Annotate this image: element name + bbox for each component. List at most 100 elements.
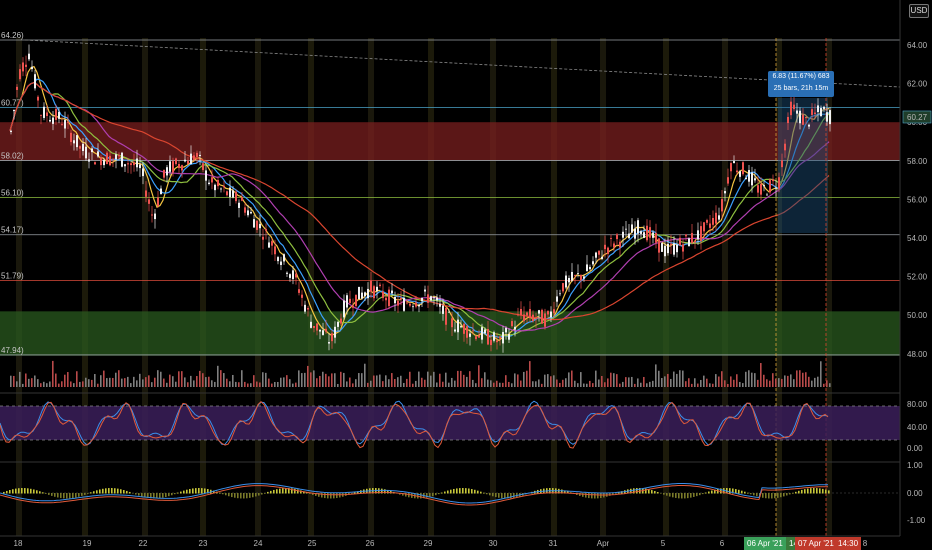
- volume-bar: [43, 381, 45, 387]
- level-label: 64.26): [1, 31, 24, 40]
- volume-bar: [346, 381, 348, 387]
- volume-bar: [322, 371, 324, 387]
- volume-bar: [745, 371, 747, 387]
- macd-hist-bar: [444, 491, 446, 494]
- macd-hist-bar: [174, 493, 176, 495]
- volume-bar: [538, 379, 540, 387]
- trend-line[interactable]: [24, 39, 901, 88]
- currency-badge[interactable]: USD: [909, 4, 929, 18]
- volume-bar: [604, 382, 606, 387]
- time-tick-label: 24: [254, 539, 263, 548]
- candle-body: [37, 96, 39, 101]
- macd-hist-bar: [114, 488, 116, 494]
- volume-bar: [748, 370, 750, 387]
- candle-body: [316, 323, 318, 331]
- candle-body: [373, 286, 375, 299]
- macd-hist-bar: [579, 493, 581, 496]
- candle-body: [448, 311, 450, 313]
- volume-bar: [274, 381, 276, 387]
- macd-hist-bar: [60, 493, 62, 499]
- volume-bar: [148, 375, 150, 387]
- measure-line2: 25 bars, 21h 15m: [773, 85, 829, 92]
- candle-body: [442, 305, 444, 314]
- volume-bar: [700, 379, 702, 387]
- candle-body: [400, 297, 402, 300]
- candle-body: [403, 297, 405, 311]
- macd-hist-bar: [339, 493, 341, 498]
- volume-bar: [52, 360, 54, 387]
- candle-body: [70, 132, 72, 143]
- candle-body: [457, 319, 459, 333]
- macd-hist-bar: [18, 488, 20, 494]
- macd-hist-bar: [660, 493, 662, 494]
- volume-bar: [772, 373, 774, 387]
- candle-body: [460, 326, 462, 328]
- macd-hist-bar: [207, 489, 209, 494]
- macd-hist-bar: [618, 492, 620, 494]
- macd-hist-bar: [486, 493, 488, 495]
- candle-body: [778, 177, 780, 189]
- candle-body: [121, 152, 123, 167]
- candle-body: [133, 162, 135, 166]
- macd-hist-bar: [498, 493, 500, 498]
- candle-body: [28, 53, 30, 60]
- volume-bars: [10, 360, 831, 387]
- macd-hist-bar: [156, 493, 158, 499]
- candle-body: [604, 244, 606, 250]
- volume-bar: [256, 381, 258, 387]
- macd-hist-bar: [666, 493, 668, 496]
- candle-body: [487, 328, 489, 345]
- volume-bar: [268, 378, 270, 387]
- volume-bar: [382, 381, 384, 387]
- candle-body: [13, 110, 15, 112]
- volume-bar: [676, 373, 678, 387]
- volume-bar: [718, 376, 720, 387]
- volume-bar: [118, 370, 120, 387]
- volume-bar: [649, 381, 651, 387]
- macd-hist-bar: [147, 493, 149, 498]
- macd-hist-bar: [6, 490, 8, 494]
- volume-bar: [172, 376, 174, 387]
- rsi-d-line: [0, 401, 829, 449]
- macd-hist-bar: [693, 493, 695, 497]
- volume-bar: [487, 379, 489, 387]
- candle-body: [616, 234, 618, 240]
- candle-body: [619, 241, 621, 248]
- macd-hist-bar: [309, 493, 311, 494]
- candle-body: [280, 261, 282, 265]
- macd-hist-bar: [615, 493, 617, 494]
- volume-bar: [280, 377, 282, 387]
- rsi-tick-label: 40.00: [907, 423, 928, 432]
- candle-body: [409, 303, 411, 306]
- candle-body: [364, 292, 366, 297]
- macd-hist-bar: [720, 488, 722, 494]
- macd-hist-bar: [474, 489, 476, 494]
- volume-bar: [733, 379, 735, 387]
- candle-body: [508, 334, 510, 340]
- candle-body: [193, 155, 195, 160]
- volume-bar: [136, 380, 138, 387]
- volume-bar: [85, 377, 87, 387]
- volume-bar: [553, 375, 555, 387]
- volume-bar: [226, 378, 228, 387]
- session-stripe: [82, 38, 88, 536]
- volume-bar: [397, 377, 399, 387]
- volume-bar: [133, 376, 135, 387]
- macd-hist-bar: [654, 491, 656, 494]
- volume-bar: [664, 376, 666, 387]
- volume-bar: [766, 379, 768, 387]
- candle-body: [376, 286, 378, 292]
- macd-hist-bar: [798, 490, 800, 494]
- candle-body: [724, 191, 726, 194]
- candle-body: [148, 199, 150, 204]
- candle-body: [385, 297, 387, 301]
- candle-body: [775, 187, 777, 189]
- macd-signal-line: [0, 485, 828, 506]
- candle-body: [94, 162, 96, 165]
- volume-bar: [277, 381, 279, 387]
- volume-bar: [343, 372, 345, 387]
- volume-bar: [484, 372, 486, 387]
- volume-bar: [799, 370, 801, 387]
- macd-hist-bar: [333, 493, 335, 499]
- candle-body: [772, 179, 774, 182]
